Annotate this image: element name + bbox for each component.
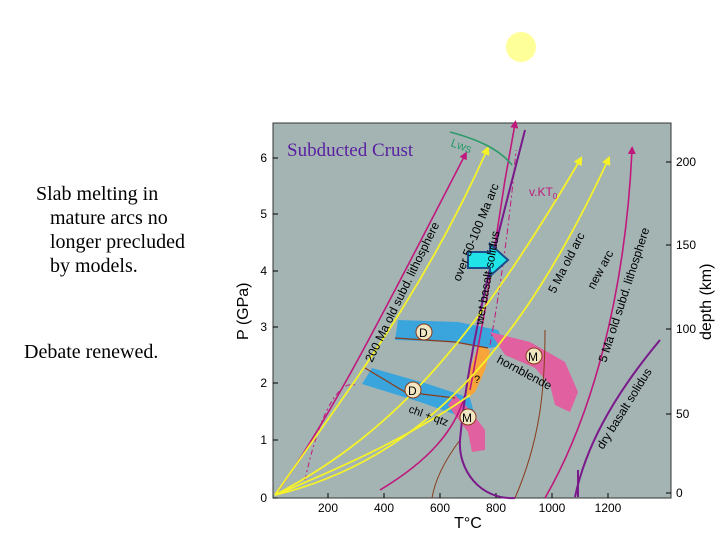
depth-axis-label: depth (km) (698, 264, 715, 340)
depth-tick-50: 50 (676, 407, 690, 421)
d-marker-upper (415, 323, 433, 341)
slide-text-main: Slab melting in mature arcs no longer pr… (36, 182, 236, 278)
geotherm-new-arc (274, 155, 611, 496)
geotherm-5ma-arc (274, 156, 583, 496)
cyan-arrow-icon (467, 241, 510, 279)
dashdot-curve (304, 383, 356, 481)
m-label-lower: M (462, 411, 472, 425)
geotherm-over-arc (274, 145, 490, 496)
d-label-upper: D (419, 326, 428, 340)
y-tick-label-4: 4 (260, 264, 267, 278)
m-label-upper: M (528, 350, 538, 364)
diagram-title: Subducted Crust (287, 140, 414, 161)
d-marker-lower (404, 381, 422, 399)
x-axis-label: T°C (454, 515, 482, 532)
text-line-3: longer precluded (50, 231, 185, 253)
y-tick-marks (273, 157, 278, 499)
geotherm-5ma-subd (544, 146, 636, 499)
label-vkt-main: v.KT (529, 185, 553, 199)
depth-tick-0: 0 (676, 486, 683, 500)
x-tick-label-800: 800 (486, 501, 506, 515)
label-vkt: v.KT0 (529, 185, 558, 201)
y-axis-label: P (GPa) (235, 283, 252, 341)
brown-line-3 (514, 329, 546, 499)
text-line-1: Slab melting in (36, 183, 159, 205)
geotherm-lower (379, 394, 466, 491)
brown-line-4 (431, 439, 461, 499)
lws-curve (449, 131, 513, 166)
text-line-4: by models. (50, 255, 138, 277)
question-label: ? (474, 374, 480, 386)
dry-basalt-solidus (574, 339, 661, 498)
hornblende-band (490, 332, 578, 412)
y-tick-label-2: 2 (260, 376, 267, 390)
m-marker-lower (459, 408, 477, 426)
y-tick-label-3: 3 (260, 320, 267, 334)
label-vkt-sub: 0 (553, 192, 558, 201)
depth-tick-200: 200 (676, 155, 696, 169)
decorative-dot (506, 32, 536, 62)
label-lws: Lws (449, 136, 474, 156)
d-label-lower: D (408, 384, 417, 398)
slide-text-debate: Debate renewed. (24, 341, 159, 363)
y-tick-label-5: 5 (260, 207, 267, 221)
x-tick-label-1000: 1000 (539, 501, 566, 515)
x-tick-label-1200: 1200 (595, 501, 622, 515)
brown-line-1 (394, 337, 489, 349)
x-tick-label-200: 200 (318, 501, 338, 515)
y-tick-label-1: 1 (260, 433, 267, 447)
x-tick-label-600: 600 (430, 501, 450, 515)
geotherm-lower-yellow (274, 394, 471, 496)
x-tick-label-400: 400 (374, 501, 394, 515)
text-line-2: mature arcs no (50, 207, 168, 229)
depth-tick-marks (666, 161, 671, 494)
y-tick-label-0: 0 (260, 491, 267, 505)
depth-tick-150: 150 (676, 238, 696, 252)
y-tick-label-6: 6 (260, 151, 267, 165)
m-marker-upper (525, 347, 543, 365)
depth-tick-100: 100 (676, 322, 696, 336)
wet-basalt-solidus (458, 129, 526, 500)
